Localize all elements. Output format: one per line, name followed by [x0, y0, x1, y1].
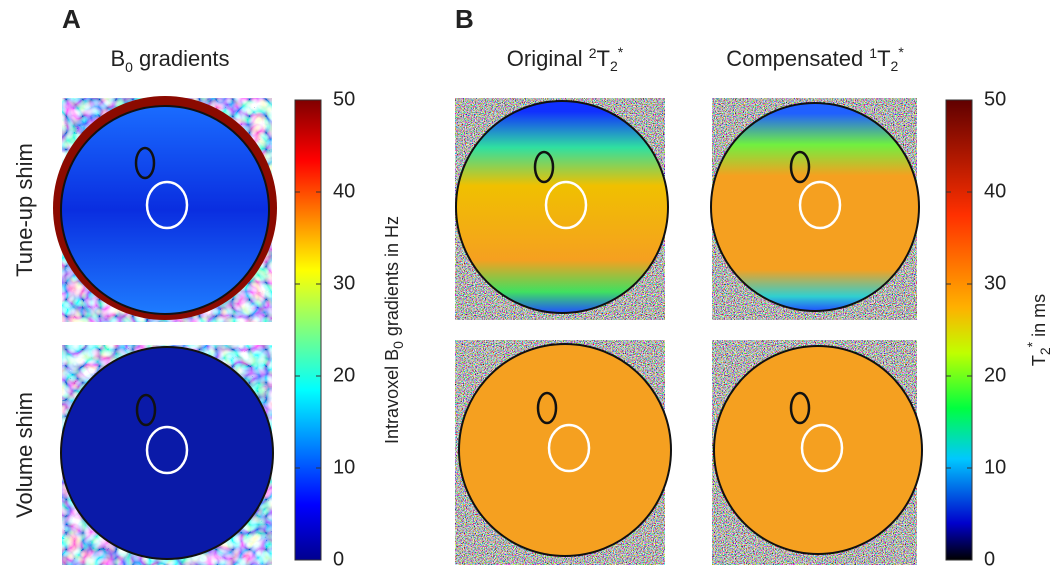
map-image	[710, 98, 920, 320]
column-title: Original 2T2*	[507, 44, 624, 74]
tick-label: 20	[333, 364, 355, 386]
colorbar-label: T2* in ms	[1024, 294, 1053, 366]
tick-label: 40	[984, 180, 1006, 202]
row-label: Volume shim	[12, 392, 37, 518]
tick-label: 40	[333, 180, 355, 202]
panel-title: B0 gradients	[110, 46, 229, 75]
panel-label: B	[455, 4, 474, 34]
tick-label: 10	[984, 456, 1006, 478]
map-image	[60, 345, 274, 565]
tick-label: 50	[333, 88, 355, 110]
map-image	[53, 96, 277, 322]
row-label: Tune-up shim	[12, 143, 37, 277]
map-image	[712, 340, 923, 565]
tick-label: 20	[984, 364, 1006, 386]
column-title: Compensated 1T2*	[726, 44, 904, 74]
tick-label: 30	[333, 272, 355, 294]
tick-label: 30	[984, 272, 1006, 294]
colorbar	[294, 99, 322, 561]
colorbar-label: Intravoxel B0 gradients in Hz	[382, 216, 406, 444]
tick-label: 10	[333, 456, 355, 478]
colorbar	[945, 99, 973, 561]
map-image	[455, 340, 672, 565]
tick-label: 0	[333, 548, 344, 570]
tick-label: 0	[984, 548, 995, 570]
map-image	[455, 98, 669, 320]
panel-label: A	[62, 4, 81, 34]
tick-label: 50	[984, 88, 1006, 110]
